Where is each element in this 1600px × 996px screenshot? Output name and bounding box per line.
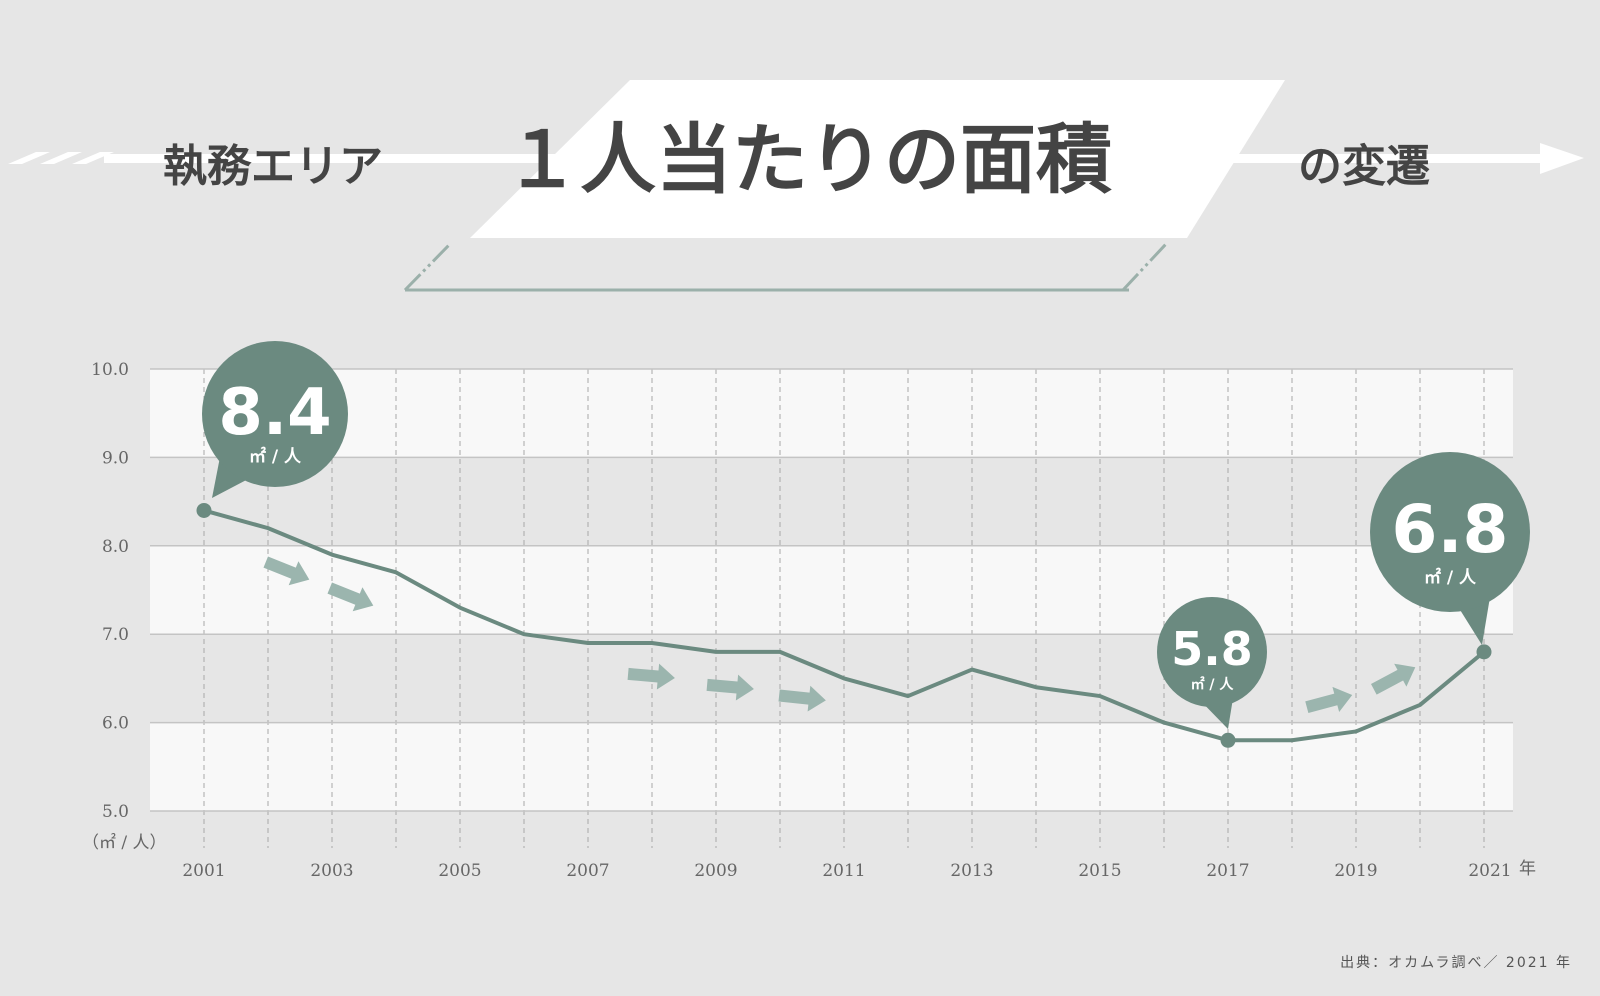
series-points bbox=[196, 502, 1492, 748]
trend-arrow bbox=[263, 556, 310, 586]
trend-arrows bbox=[263, 556, 1416, 714]
callout-unit: ㎡ / 人 bbox=[1424, 567, 1477, 588]
x-tick-label: 2007 bbox=[566, 861, 609, 881]
x-tick-label: 2009 bbox=[694, 861, 737, 881]
source-text: 出典：オカムラ調べ／ 2021 年 bbox=[1340, 955, 1572, 971]
trend-arrow bbox=[1305, 686, 1353, 714]
title-main: １人当たりの面積 bbox=[504, 115, 1112, 204]
callout-tail bbox=[212, 457, 252, 498]
key-point bbox=[196, 502, 212, 518]
callout-circle bbox=[202, 341, 348, 487]
y-tick-label: 10.0 bbox=[91, 360, 129, 380]
callout-bubble: 6.8㎡ / 人 bbox=[1370, 452, 1530, 645]
trend-arrow-shape bbox=[627, 663, 675, 690]
callout-bubble: 8.4㎡ / 人 bbox=[202, 341, 348, 498]
trend-arrow-shape bbox=[706, 674, 754, 701]
y-tick-label: 6.0 bbox=[102, 714, 129, 734]
trend-arrow bbox=[778, 685, 826, 712]
x-unit-label: 年 bbox=[1519, 859, 1536, 879]
trend-arrow bbox=[1370, 663, 1416, 695]
trend-arrow-shape bbox=[263, 556, 310, 586]
callout-circle bbox=[1370, 452, 1530, 612]
plot-stripe bbox=[150, 545, 1513, 635]
y-unit-label: （㎡ / 人） bbox=[82, 833, 167, 853]
trend-arrow bbox=[627, 663, 675, 690]
key-point bbox=[1220, 732, 1236, 748]
callout-unit: ㎡ / 人 bbox=[249, 446, 302, 467]
x-tick-label: 2019 bbox=[1334, 861, 1377, 881]
callout-bubbles: 8.4㎡ / 人5.8㎡ / 人6.8㎡ / 人 bbox=[202, 341, 1530, 729]
y-tick-label: 8.0 bbox=[102, 537, 129, 557]
trend-arrow-shape bbox=[1370, 663, 1416, 695]
key-point bbox=[1476, 644, 1492, 660]
plot-stripe bbox=[150, 722, 1513, 811]
x-tick-label: 2013 bbox=[950, 861, 993, 881]
title-suffix: の変遷 bbox=[1298, 141, 1430, 192]
callout-value: 8.4 bbox=[218, 376, 331, 450]
x-tick-label: 2011 bbox=[822, 861, 865, 881]
y-tick-label: 5.0 bbox=[102, 802, 129, 822]
plot-stripe bbox=[150, 634, 1513, 723]
horizontal-gridlines bbox=[150, 368, 1513, 812]
x-tick-label: 2015 bbox=[1078, 861, 1121, 881]
x-tick-label: 2001 bbox=[182, 861, 225, 881]
series-line bbox=[202, 508, 1486, 743]
callout-unit: ㎡ / 人 bbox=[1191, 676, 1235, 693]
plot-background bbox=[150, 369, 1513, 811]
callout-value: 6.8 bbox=[1392, 491, 1509, 568]
title-decoration bbox=[8, 80, 1584, 292]
trend-arrow-shape bbox=[1305, 686, 1353, 714]
y-tick-label: 7.0 bbox=[102, 625, 129, 645]
callout-circle bbox=[1157, 597, 1267, 707]
x-axis-ticks: 2001 2003 2005 2007 2009 2011 2013 2015 2017 2019… bbox=[182, 861, 1511, 881]
x-tick-label: 2021 bbox=[1468, 861, 1511, 881]
vertical-gridlines bbox=[203, 369, 1485, 848]
x-tick-label: 2005 bbox=[438, 861, 481, 881]
plot-stripe bbox=[150, 369, 1513, 458]
trend-arrow bbox=[706, 674, 754, 701]
trend-arrow-shape bbox=[778, 685, 826, 712]
callout-value: 5.8 bbox=[1171, 622, 1253, 676]
trend-arrow-shape bbox=[327, 582, 374, 612]
title-prefix: 執務エリア bbox=[163, 141, 383, 192]
x-tick-label: 2017 bbox=[1206, 861, 1249, 881]
trend-arrow bbox=[327, 582, 374, 612]
y-axis-ticks: 10.0 9.0 8.0 7.0 6.0 5.0 bbox=[91, 360, 129, 822]
callout-bubble: 5.8㎡ / 人 bbox=[1157, 597, 1267, 729]
x-tick-label: 2003 bbox=[310, 861, 353, 881]
plot-stripe bbox=[150, 457, 1513, 546]
y-tick-label: 9.0 bbox=[102, 448, 129, 468]
